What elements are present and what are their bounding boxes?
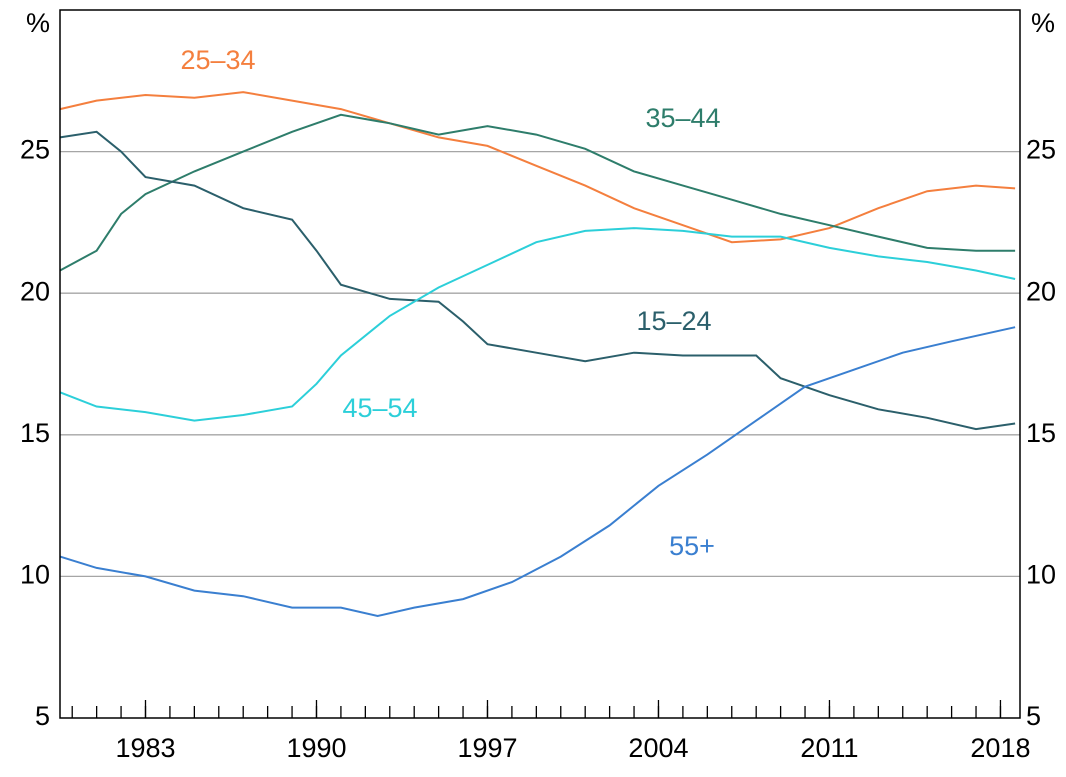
x-tick-label: 2011: [800, 733, 858, 763]
series-label: 25–34: [180, 45, 255, 75]
series-line: [59, 130, 1016, 431]
series-label: 55+: [669, 531, 715, 561]
series-label: 15–24: [636, 306, 711, 336]
y-tick-label: 25: [20, 135, 50, 165]
x-tick-label: 1997: [457, 733, 517, 763]
y2-tick-label: 25: [1026, 135, 1056, 165]
plot-frame: [59, 9, 1021, 719]
series-line: [59, 227, 1016, 422]
series-label: 35–44: [645, 103, 720, 133]
x-tick-label: 1983: [115, 733, 175, 763]
y2-tick-label: 15: [1026, 418, 1056, 448]
y-axis-label: %: [26, 8, 50, 38]
y2-tick-label: 5: [1026, 701, 1041, 731]
y2-tick-label: 10: [1026, 560, 1056, 590]
y-tick-label: 20: [20, 276, 50, 306]
series-label: 45–54: [342, 393, 417, 423]
x-tick-label: 1990: [286, 733, 346, 763]
series-line: [59, 326, 1016, 618]
y-tick-label: 15: [20, 418, 50, 448]
y-tick-label: 10: [20, 560, 50, 590]
x-tick-label: 2018: [970, 733, 1030, 763]
y2-axis-label: %: [1031, 8, 1055, 38]
series-line: [59, 91, 1016, 244]
x-tick-label: 2004: [628, 733, 688, 763]
y-tick-label: 5: [35, 701, 50, 731]
y2-tick-label: 20: [1026, 276, 1056, 306]
series-line: [59, 113, 1016, 272]
